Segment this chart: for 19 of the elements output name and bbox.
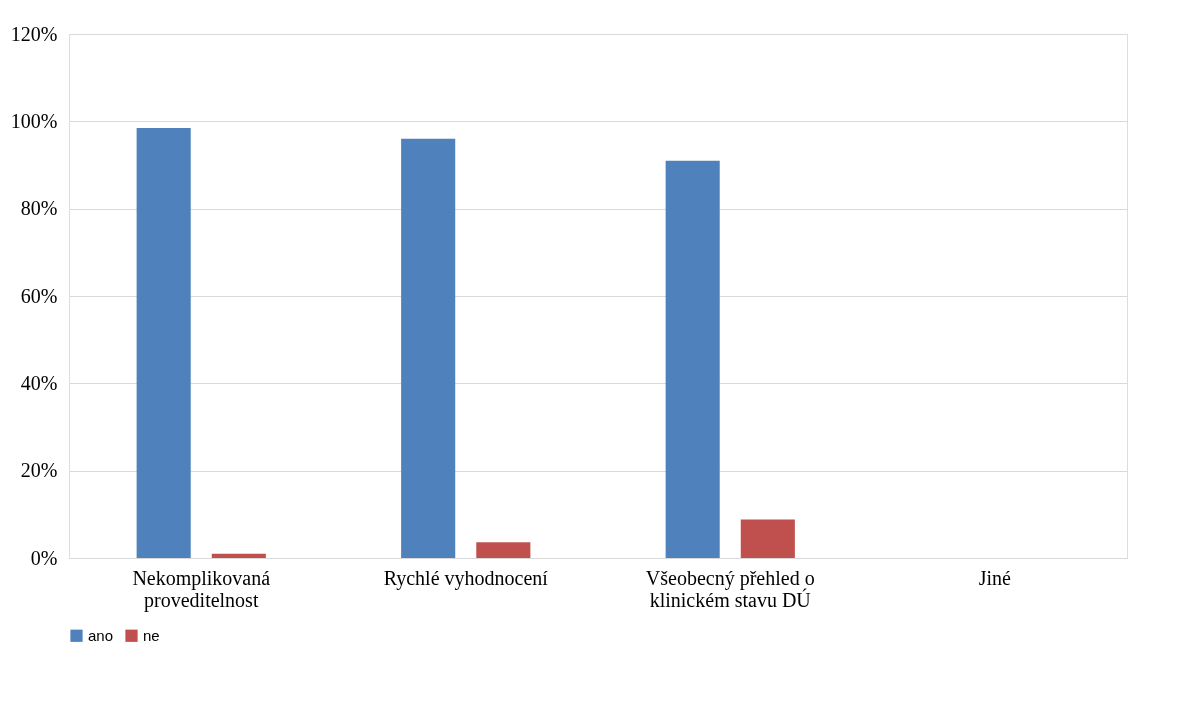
bar xyxy=(740,519,795,558)
bar xyxy=(665,160,720,558)
bar xyxy=(211,553,266,558)
y-tick-label: 100% xyxy=(10,109,58,132)
y-tick-label: 0% xyxy=(30,546,58,569)
y-tick-label: 40% xyxy=(20,371,58,394)
x-tick-label: Všeobecný přehled o klinickém stavu DÚ xyxy=(645,566,815,611)
legend-label: ne xyxy=(143,626,160,644)
y-tick-label: 80% xyxy=(20,197,58,220)
bar xyxy=(136,127,191,558)
x-tick-label: Jiné xyxy=(978,566,1011,589)
bar xyxy=(401,138,456,558)
x-tick-label: Nekomplikovaná proveditelnost xyxy=(132,566,271,612)
y-tick-label: 120% xyxy=(10,22,58,45)
y-tick-label: 60% xyxy=(20,284,58,307)
legend-label: ano xyxy=(88,626,114,644)
y-tick-label: 20% xyxy=(20,459,58,482)
x-tick-label: Rychlé vyhodnocení xyxy=(383,566,549,590)
bar xyxy=(476,542,531,558)
